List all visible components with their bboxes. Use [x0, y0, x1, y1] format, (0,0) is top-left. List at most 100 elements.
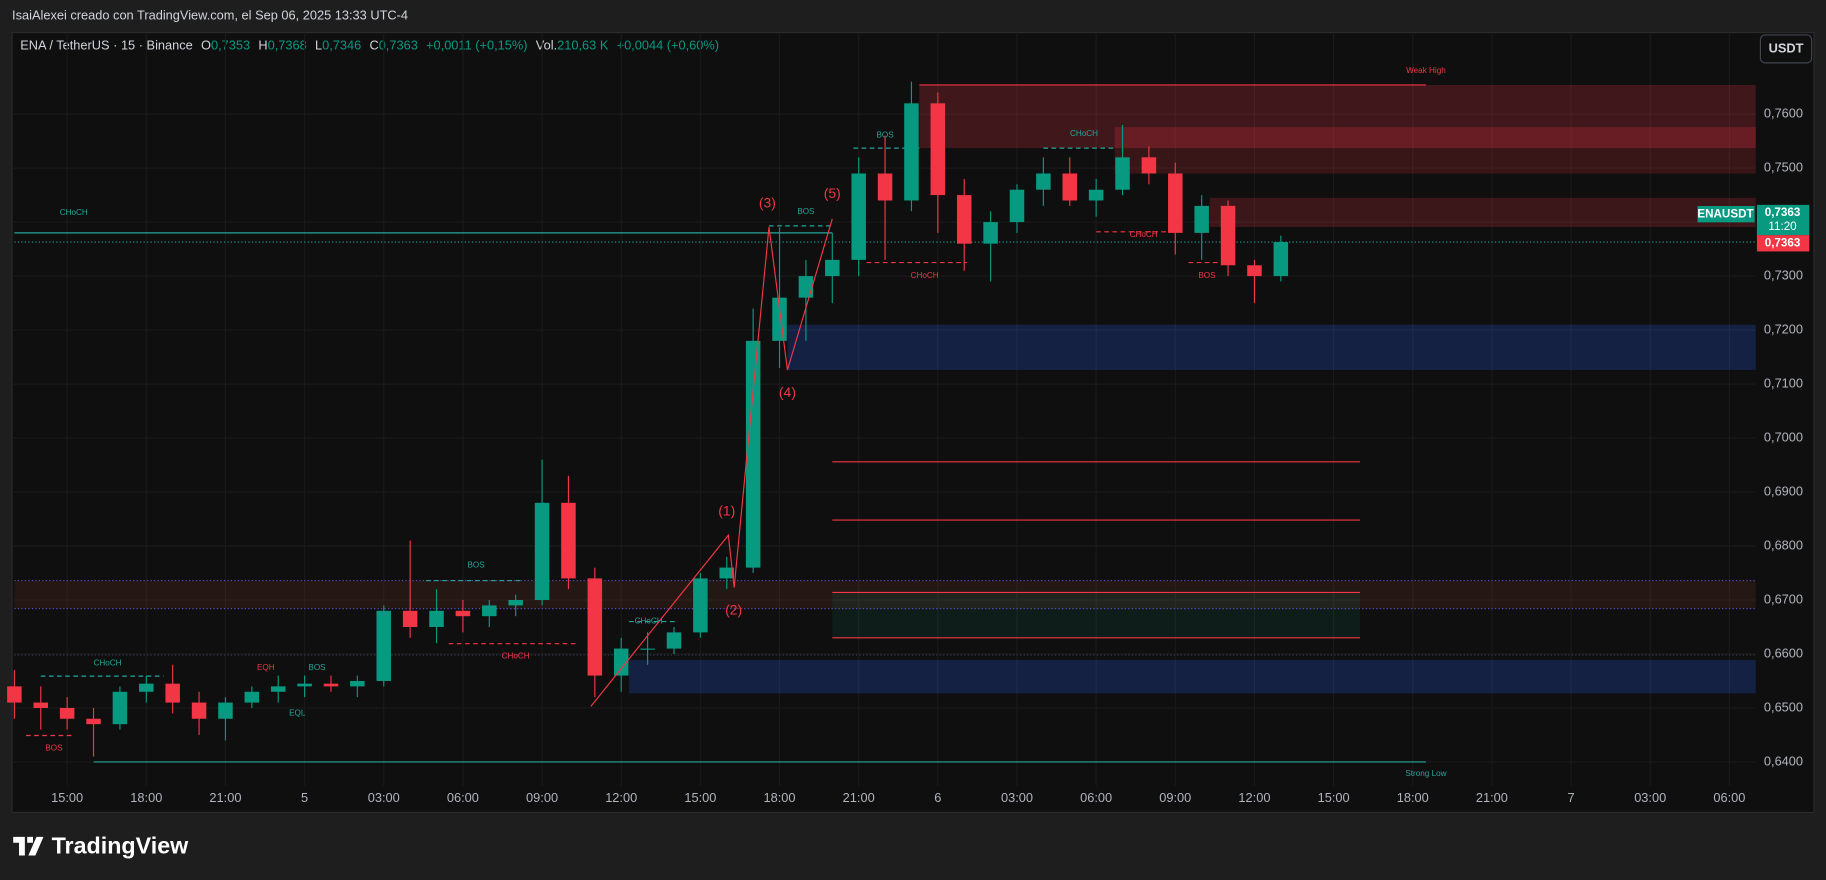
x-tick-label: 06:00: [447, 790, 479, 805]
y-tick-label: 0,7500: [1764, 159, 1803, 174]
candle-body: [693, 578, 708, 633]
change: +0,0011 (+0,15%): [426, 38, 528, 53]
zone: [1114, 148, 1756, 174]
candle-body: [798, 276, 814, 298]
plot: 0,6400 0,6500 0,6600 0,6700 0,6800 0,6900 0,70…: [7, 32, 1803, 805]
annotation: BOS: [45, 744, 63, 753]
candle-body: [218, 702, 233, 719]
price-tag-bg: [1756, 204, 1810, 236]
candle-body: [508, 599, 523, 606]
candle-body: [1168, 173, 1183, 233]
x-tick-label: 15:00: [1318, 790, 1350, 805]
l-label: L: [315, 38, 322, 53]
candle-body: [587, 578, 603, 676]
y-tick-label: 0,7300: [1764, 267, 1803, 282]
l-value: 0,7346: [322, 38, 361, 53]
symbol-tag: ENAUSDT: [1697, 207, 1753, 220]
candle-body: [429, 610, 444, 627]
price-tag: 0,7363: [1765, 206, 1801, 219]
candle-body: [402, 610, 418, 627]
y-tick-label: 0,6800: [1764, 537, 1803, 552]
candle-body: [165, 683, 180, 703]
y-tick-label: 0,7000: [1764, 429, 1803, 444]
candle-body: [930, 103, 946, 196]
candle-body: [1115, 157, 1130, 190]
zone: [919, 84, 1756, 149]
logo: TradingView: [13, 833, 189, 859]
candle-body: [455, 610, 471, 617]
x-tick-label: 18:00: [1397, 790, 1429, 805]
x-tick-label: 18:00: [130, 790, 162, 805]
candle-body: [719, 567, 735, 579]
x-tick-label: 09:00: [1159, 790, 1191, 805]
o-label: O: [201, 38, 211, 53]
credit: IsaiAlexei creado con TradingView.com, e…: [12, 8, 408, 23]
annotation: CHoCH: [911, 271, 939, 280]
candle-body: [139, 683, 154, 692]
annotation: EQL: [289, 709, 306, 718]
x-tick-label: 6: [934, 790, 941, 805]
candle-body: [851, 173, 866, 260]
h-label: H: [258, 38, 267, 53]
x-tick-label: 03:00: [1001, 790, 1033, 805]
currency-button[interactable]: [1759, 34, 1813, 64]
vol-value: 210,63 K: [557, 38, 609, 53]
annotation: CHoCH: [94, 658, 122, 667]
x-tick-label: 21:00: [843, 790, 875, 805]
x-tick-label: 15:00: [684, 790, 716, 805]
candle-body: [86, 718, 101, 725]
logo-icon: [13, 836, 44, 856]
y-tick-label: 0,6500: [1764, 699, 1803, 714]
candle-body: [1273, 242, 1289, 277]
candle-body: [640, 648, 655, 650]
annotation: (3): [759, 194, 776, 210]
zone: [787, 324, 1756, 371]
candle-body: [745, 340, 761, 568]
symbol: ENA / TetherUS · 15 · Binance: [20, 38, 193, 53]
currency[interactable]: USDT: [1769, 40, 1804, 55]
candle-body: [1088, 189, 1104, 201]
symbol-tag-bg: [1697, 206, 1755, 223]
candle-body: [666, 632, 682, 649]
candle-body: [877, 173, 893, 201]
x-tick-label: 12:00: [1238, 790, 1270, 805]
y-tick-label: 0,7600: [1764, 105, 1803, 120]
candle-body: [772, 297, 787, 341]
annotation: Strong Low: [1405, 769, 1446, 778]
candle-body: [33, 702, 49, 708]
brand: TradingView: [52, 833, 190, 859]
x-tick-label: 03:00: [1634, 790, 1666, 805]
x-tick-label: 12:00: [605, 790, 637, 805]
vol-label: Vol.: [536, 38, 557, 53]
c-label: C: [369, 38, 378, 53]
zone: [1114, 127, 1756, 149]
candle-body: [112, 691, 128, 725]
candle-body: [1220, 205, 1236, 266]
candle-body: [59, 707, 75, 719]
x-tick-label: 7: [1567, 790, 1574, 805]
y-tick-label: 0,6700: [1764, 591, 1803, 606]
candle-body: [244, 691, 260, 703]
annotation: CHoCH: [502, 651, 530, 660]
x-tick-label: 21:00: [1476, 790, 1508, 805]
annotation: CHoCH: [1130, 230, 1158, 239]
candle-body: [1141, 157, 1157, 174]
zone: [14, 580, 1756, 609]
y-tick-label: 0,6400: [1764, 753, 1803, 768]
zone: [1209, 197, 1756, 227]
y-tick-label: 0,6600: [1764, 645, 1803, 660]
candle-body: [1009, 189, 1025, 223]
annotation: Weak High: [1406, 66, 1446, 75]
c-value: 0,7363: [379, 38, 418, 53]
x-tick-label: 18:00: [764, 790, 796, 805]
h-value: 0,7368: [268, 38, 307, 53]
annotation: CHoCH: [1070, 129, 1098, 138]
annotation: BOS: [468, 561, 486, 570]
candle-body: [983, 222, 998, 244]
candle-body: [534, 502, 550, 600]
o-value: 0,7353: [211, 38, 250, 53]
last-price: 0,7363: [1765, 236, 1801, 249]
x-tick-label: 5: [301, 790, 308, 805]
legend: ENA / TetherUS · 15 · Binance O0,7353 H0…: [20, 38, 719, 53]
